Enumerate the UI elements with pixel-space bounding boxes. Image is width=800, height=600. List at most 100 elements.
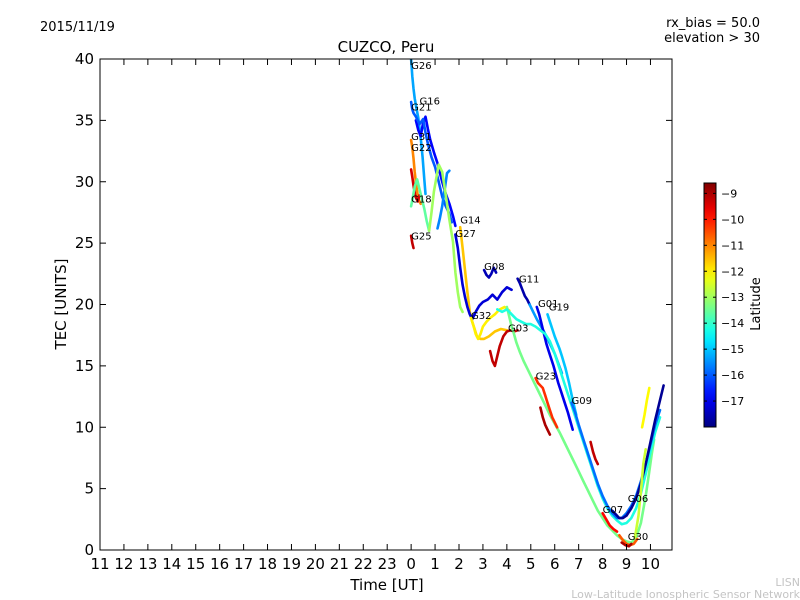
series-line-g31: [436, 169, 451, 230]
series-line-g30r: [620, 541, 633, 548]
rx-bias-label: rx_bias = 50.0: [666, 16, 760, 31]
x-tick-label: 11: [90, 555, 109, 573]
colorbar-tick-label: −17: [721, 395, 744, 408]
satellite-label-g23: G23: [536, 371, 556, 382]
x-axis-label: Time [UT]: [349, 576, 423, 594]
satellite-label-g21: G21: [411, 103, 431, 114]
colorbar-gradient: [703, 182, 717, 428]
elevation-label: elevation > 30: [664, 31, 760, 46]
series-line-g32: [469, 305, 511, 341]
series-line-gtail2: [640, 386, 651, 429]
x-tick-label: 10: [641, 555, 660, 573]
chart-title: CUZCO, Peru: [338, 38, 435, 56]
x-tick-label: 23: [378, 555, 397, 573]
satellite-label-g11: G11: [519, 274, 539, 285]
x-tick-label: 3: [478, 555, 488, 573]
satellite-label-g03: G03: [508, 324, 528, 335]
series-line-g23r: [539, 406, 552, 436]
satellite-label-g31: G31: [411, 132, 431, 143]
satellite-label-g01: G01: [538, 299, 558, 310]
colorbar-tick-label: −12: [721, 265, 744, 278]
colorbar-tick-label: −9: [721, 187, 737, 200]
x-tick-label: 19: [282, 555, 301, 573]
series-line-g23: [534, 376, 559, 429]
x-tick-label: 15: [186, 555, 205, 573]
x-tick-label: 20: [306, 555, 325, 573]
colorbar-tick-label: −15: [721, 343, 744, 356]
x-tick-label: 2: [454, 555, 464, 573]
network-watermark: Low-Latitude Ionospheric Sensor Network: [571, 588, 800, 600]
y-axis-label: TEC [UNITS]: [52, 259, 70, 351]
y-tick-label: 0: [84, 541, 94, 559]
satellite-label-g27: G27: [455, 229, 475, 240]
x-tick-label: 14: [162, 555, 181, 573]
x-tick-label: 18: [258, 555, 277, 573]
satellite-label-g16: G16: [420, 96, 440, 107]
series-line-g06: [610, 384, 665, 520]
series-line-g30: [618, 534, 639, 547]
series-line-g11: [516, 277, 531, 306]
date-label: 2015/11/19: [40, 20, 115, 35]
satellite-label-g14: G14: [460, 215, 480, 226]
x-tick-label: 1: [430, 555, 440, 573]
x-tick-label: 17: [234, 555, 253, 573]
x-tick-label: 13: [138, 555, 157, 573]
satellite-label-g25: G25: [411, 231, 431, 242]
satellite-label-g07: G07: [603, 505, 623, 516]
satellite-label-g26: G26: [411, 61, 431, 72]
satellite-label-g06: G06: [628, 494, 648, 505]
series-line-g19: [546, 313, 578, 417]
x-tick-label: 22: [354, 555, 373, 573]
series-line-g03: [505, 305, 656, 544]
satellite-label-g18: G18: [411, 195, 431, 206]
series-line-g16: [414, 115, 457, 228]
series-line-g09r: [589, 440, 600, 466]
x-tick-label: 12: [114, 555, 133, 573]
series-line-g18: [409, 178, 431, 233]
x-tick-label: 4: [502, 555, 512, 573]
satellite-label-g08: G08: [484, 262, 504, 273]
series-line-g18b: [427, 163, 464, 314]
x-tick-label: 6: [550, 555, 560, 573]
x-tick-label: 16: [210, 555, 229, 573]
series-line-g03b: [496, 308, 662, 526]
x-tick-label: 8: [598, 555, 608, 573]
series-layer: [409, 59, 665, 548]
colorbar-tick-label: −13: [721, 291, 744, 304]
y-tick-label: 30: [75, 173, 94, 191]
colorbar-tick-label: −14: [721, 317, 744, 330]
series-line-g25: [409, 234, 415, 250]
colorbar-tick-label: −11: [721, 239, 744, 252]
y-tick-label: 25: [75, 234, 94, 252]
plot-frame: [99, 58, 673, 551]
y-tick-label: 35: [75, 111, 94, 129]
y-tick-label: 5: [84, 480, 94, 498]
satellite-label-g32: G32: [471, 311, 491, 322]
satellite-label-g09: G09: [571, 396, 591, 407]
series-line-g07: [601, 511, 619, 533]
y-tick-label: 40: [75, 50, 94, 68]
x-tick-label: 0: [406, 555, 416, 573]
colorbar: −9 −10 −11 −12 −13 −14 −15 −16 −17: [703, 182, 744, 428]
colorbar-tick-label: −10: [721, 213, 744, 226]
satellite-label-g22: G22: [411, 143, 431, 154]
y-tick-label: 15: [75, 357, 94, 375]
x-tick-label: 21: [330, 555, 349, 573]
series-line-g21: [409, 100, 454, 224]
series-line-gtail: [633, 448, 647, 539]
series-line-g08: [482, 266, 498, 279]
series-line-g01: [535, 305, 574, 431]
y-tick-label: 10: [75, 418, 94, 436]
series-line-g26: [409, 59, 427, 196]
x-tick-label: 7: [574, 555, 584, 573]
satellite-label-g19: G19: [549, 303, 569, 314]
colorbar-tick-label: −16: [721, 369, 744, 382]
y-tick-label: 20: [75, 296, 94, 314]
series-line-g27: [454, 233, 513, 321]
x-axis: 11 12 13 14 15 16 17 18 19 20 21 22 23 0 1 2 3 4 5 6 7 8 9 10: [90, 59, 660, 573]
x-tick-label: 5: [526, 555, 536, 573]
y-axis: 0 5 10 15 20 25 30 35 40: [75, 50, 672, 559]
satellite-label-g30: G30: [628, 532, 648, 543]
